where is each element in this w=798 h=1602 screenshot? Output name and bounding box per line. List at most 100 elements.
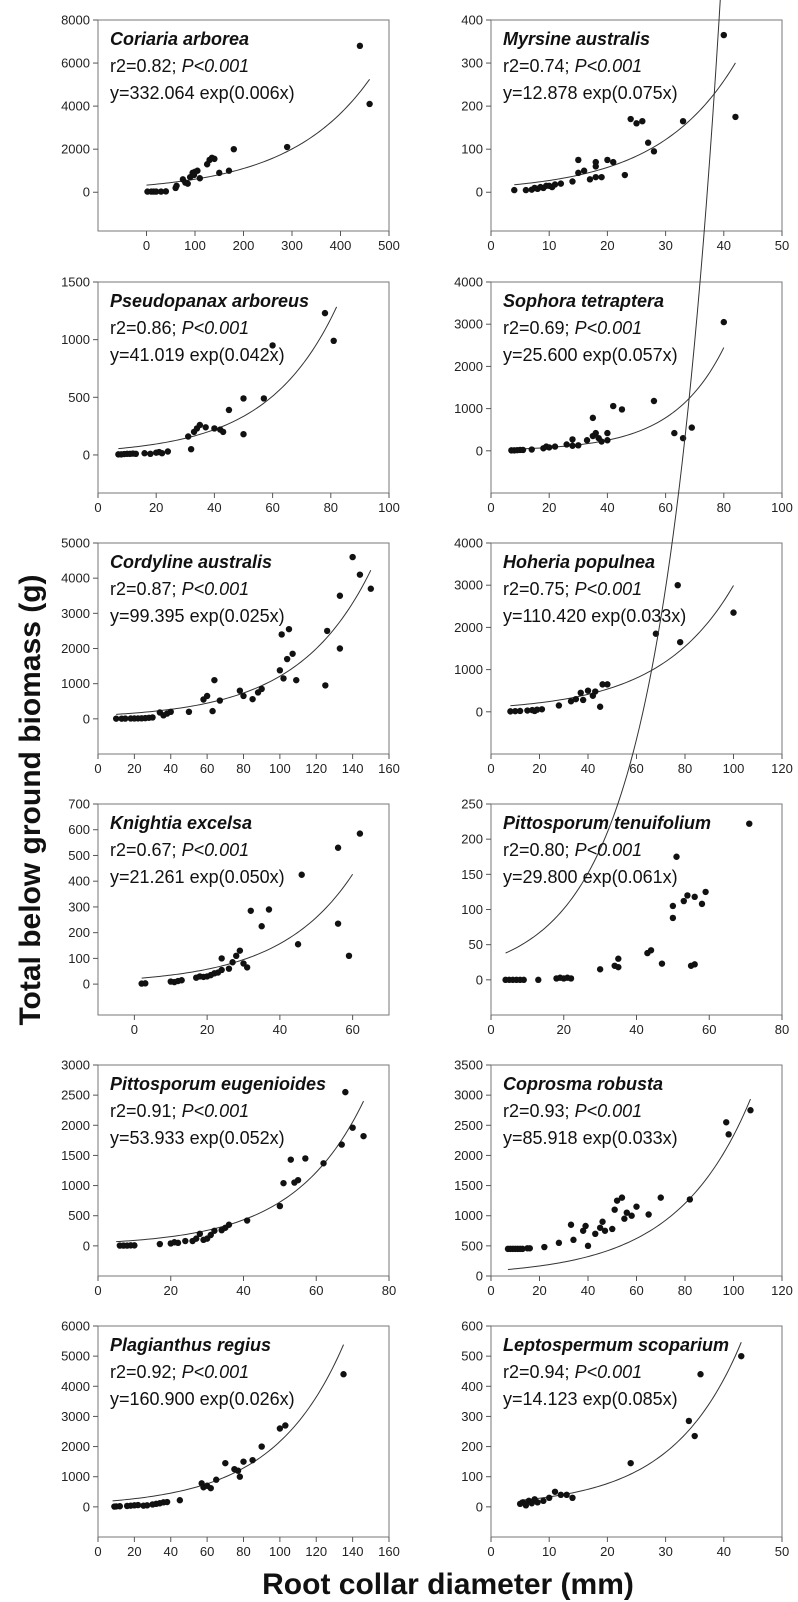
x-tick-label: 500 bbox=[378, 238, 400, 253]
data-point bbox=[592, 1230, 599, 1238]
x-tick-label: 160 bbox=[378, 761, 400, 776]
y-tick-label: 300 bbox=[461, 56, 483, 71]
y-tick-label: 6000 bbox=[61, 1319, 90, 1334]
chart-panel: 0 500 1000 1500 2000 2500 3000 0 20 40 60 80 Pittosp… bbox=[61, 1058, 396, 1299]
y-tick-label: 150 bbox=[461, 867, 483, 882]
plot-frame bbox=[490, 803, 783, 1016]
chart-panel: 0 100 200 300 400 500 600 700 0 20 40 60 Knightia ex… bbox=[68, 797, 390, 1037]
r2-p-text: r2=0.94; P<0.001 bbox=[503, 1362, 642, 1382]
y-tick-label: 4000 bbox=[454, 536, 483, 551]
equation-text: y=53.933 exp(0.052x) bbox=[110, 1128, 285, 1148]
x-tick-label: 140 bbox=[342, 761, 364, 776]
data-point bbox=[592, 429, 599, 437]
r2-p-text: r2=0.69; P<0.001 bbox=[503, 318, 642, 338]
data-point bbox=[582, 1222, 589, 1230]
y-tick-label: 1500 bbox=[61, 275, 90, 290]
y-tick-label: 8000 bbox=[61, 13, 90, 28]
data-point bbox=[618, 406, 626, 413]
y-tick-label: 2500 bbox=[61, 1088, 90, 1103]
data-point bbox=[229, 959, 236, 966]
equation-text: y=99.395 exp(0.025x) bbox=[110, 606, 285, 626]
y-tick-label: 4000 bbox=[61, 1379, 90, 1394]
x-tick-label: 20 bbox=[149, 500, 163, 515]
y-tick-label: 1000 bbox=[454, 1208, 483, 1223]
y-tick-label: 0 bbox=[83, 711, 90, 726]
x-tick-label: 100 bbox=[269, 761, 291, 776]
y-tick-label: 2000 bbox=[61, 1439, 90, 1454]
species-title: Leptospermum scoparium bbox=[503, 1335, 729, 1355]
x-tick-label: 40 bbox=[164, 761, 178, 776]
data-point bbox=[567, 975, 575, 982]
y-tick-label: 1000 bbox=[61, 332, 90, 347]
p-value: P<0.001 bbox=[182, 56, 250, 76]
data-point bbox=[673, 853, 680, 860]
data-point bbox=[269, 342, 276, 349]
x-tick-label: 0 bbox=[94, 1283, 101, 1298]
equation-text: y=14.123 exp(0.085x) bbox=[503, 1389, 678, 1409]
x-tick-label: 80 bbox=[382, 1283, 396, 1298]
data-point bbox=[522, 1502, 530, 1509]
y-tick-label: 0 bbox=[83, 1238, 90, 1253]
x-tick-label: 0 bbox=[94, 500, 101, 515]
data-point bbox=[225, 167, 233, 174]
data-point bbox=[356, 571, 364, 578]
data-point bbox=[671, 429, 678, 437]
p-value: P<0.001 bbox=[182, 318, 250, 338]
fit-curve bbox=[141, 873, 354, 979]
data-point bbox=[563, 1491, 570, 1499]
y-tick-label: 100 bbox=[461, 142, 483, 157]
x-tick-label: 0 bbox=[94, 761, 101, 776]
y-tick-label: 300 bbox=[461, 1409, 483, 1424]
x-tick-label: 0 bbox=[487, 1283, 494, 1298]
data-point bbox=[320, 1160, 327, 1167]
data-point bbox=[367, 585, 375, 592]
data-point bbox=[627, 115, 634, 123]
data-point bbox=[522, 186, 530, 194]
data-point bbox=[575, 169, 582, 177]
p-value: P<0.001 bbox=[575, 1362, 643, 1382]
equation-text: y=29.800 exp(0.061x) bbox=[503, 867, 678, 887]
plot-frame bbox=[97, 803, 390, 1016]
data-point bbox=[618, 1194, 626, 1201]
data-point bbox=[213, 1476, 220, 1483]
x-tick-label: 120 bbox=[771, 1283, 793, 1298]
data-point bbox=[282, 1422, 289, 1429]
fit-curve bbox=[112, 1344, 344, 1502]
data-point bbox=[211, 155, 218, 163]
data-point bbox=[230, 145, 237, 153]
data-point bbox=[579, 1227, 587, 1234]
y-tick-label: 0 bbox=[476, 1499, 483, 1514]
x-tick-label: 20 bbox=[600, 1544, 614, 1559]
fit-curve bbox=[505, 0, 721, 954]
x-tick-label: 80 bbox=[324, 500, 338, 515]
plot-frame bbox=[490, 19, 783, 232]
x-tick-label: 50 bbox=[775, 238, 789, 253]
data-point bbox=[583, 437, 591, 444]
r2-value: r2=0.86; bbox=[110, 318, 182, 338]
data-point bbox=[679, 117, 687, 125]
r2-p-text: r2=0.91; P<0.001 bbox=[110, 1101, 249, 1121]
p-value: P<0.001 bbox=[575, 318, 643, 338]
y-tick-label: 4000 bbox=[61, 571, 90, 586]
r2-value: r2=0.74; bbox=[503, 56, 575, 76]
data-point bbox=[141, 450, 148, 457]
data-point bbox=[512, 707, 519, 715]
x-tick-label: 40 bbox=[600, 500, 614, 515]
x-tick-label: 60 bbox=[200, 1544, 214, 1559]
data-point bbox=[196, 421, 204, 429]
y-tick-label: 2000 bbox=[61, 1118, 90, 1133]
plot-frame bbox=[490, 281, 783, 494]
data-point bbox=[688, 424, 695, 431]
x-tick-label: 80 bbox=[678, 1283, 692, 1298]
data-point bbox=[211, 676, 218, 684]
data-point bbox=[149, 714, 156, 721]
data-point bbox=[173, 182, 180, 189]
data-point bbox=[592, 688, 599, 695]
x-tick-label: 20 bbox=[600, 238, 614, 253]
species-title: Coprosma robusta bbox=[503, 1074, 663, 1094]
data-point bbox=[575, 442, 582, 449]
data-point bbox=[604, 156, 611, 164]
data-point bbox=[650, 148, 658, 155]
data-point bbox=[336, 592, 344, 599]
